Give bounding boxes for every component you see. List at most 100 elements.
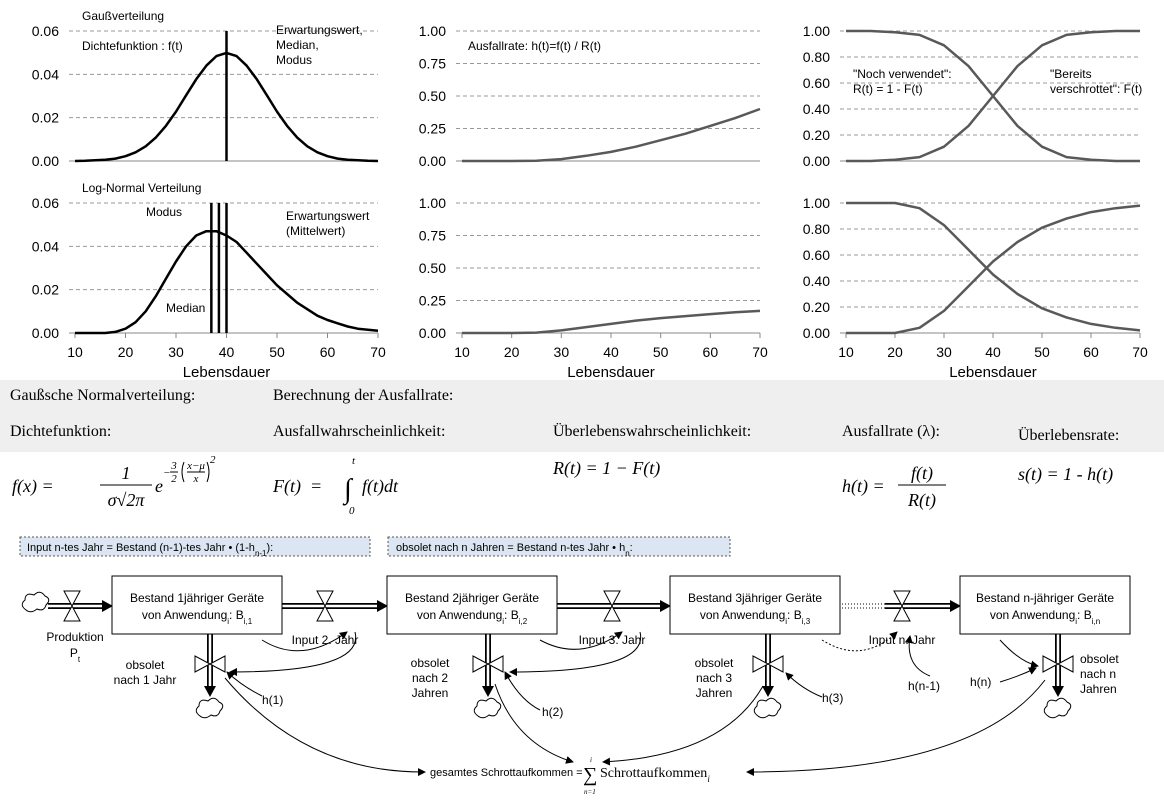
formula-text: f(t)dt [362, 476, 399, 497]
box-title: Bestand n-jähriger Geräte [976, 591, 1114, 605]
flow-label: Jahren [1080, 682, 1117, 696]
formula-label: Überlebenswahrscheinlichkeit: [553, 422, 751, 440]
formula-text: R(t) = 1 − F(t) [552, 458, 660, 479]
stock-box [669, 575, 841, 635]
chart-title: Gaußverteilung [82, 9, 164, 23]
banner [387, 536, 731, 557]
formula-text: 3 [170, 460, 177, 472]
subscript: i [502, 617, 504, 626]
y-tick-label: 0.20 [803, 127, 830, 143]
flow-label: nach n [1080, 667, 1116, 681]
pipes [48, 600, 1064, 697]
formula-label: Ausfallrate (λ): [842, 423, 940, 440]
line-series [846, 201, 1141, 332]
annotation: R(t) = 1 - F(t) [853, 82, 923, 96]
rate-label: h(3) [822, 691, 843, 705]
flow-label: obsolet [126, 658, 165, 672]
chart-title: Log-Normal Verteilung [82, 181, 201, 195]
sink-cloud [473, 697, 502, 719]
formula-text: 2 [171, 473, 177, 485]
x-tick-label: 20 [118, 344, 134, 360]
pipe-arrow [660, 600, 671, 612]
rate-label: h(2) [542, 705, 563, 719]
text-part: von Anwendung [417, 608, 502, 622]
text-part: ): [267, 542, 274, 554]
formula-text: σ√2π [108, 490, 146, 510]
stock-box [386, 575, 558, 635]
y-tick-label: 0.00 [32, 325, 59, 341]
box-text: von Anwendungi: Bi,3 [700, 608, 811, 626]
link [821, 631, 898, 652]
marker-label: Modus [276, 53, 312, 67]
x-axis-label: Lebensdauer [949, 364, 1037, 381]
x-tick-label: 70 [370, 344, 386, 360]
pipe-arrow [950, 600, 961, 612]
flow-label: nach 2 [412, 671, 448, 685]
text-part: : B [504, 608, 519, 622]
marker-label: Median [166, 301, 205, 315]
formula-text: x [193, 473, 199, 485]
x-axis-label: Lebensdauer [567, 364, 655, 381]
x-tick-label: 30 [554, 344, 570, 360]
rate-label: h(n) [970, 675, 991, 689]
y-tick-label: 0.00 [419, 325, 446, 341]
link [229, 631, 357, 676]
x-tick-label: 10 [454, 344, 470, 360]
marker-label: Median, [276, 38, 319, 52]
x-tick-label: 60 [1083, 344, 1099, 360]
link [226, 671, 263, 697]
annotation: verschrottet": F(t) [1050, 82, 1142, 96]
y-tick-label: 0.25 [419, 121, 446, 137]
y-tick-label: 0.40 [803, 101, 830, 117]
sink-cloud [1043, 697, 1072, 719]
formula-text: F(t) = [272, 476, 322, 497]
text-part: obsolet nach n Jahren = Bestand n-tes Ja… [396, 542, 625, 554]
y-tick-label: 0.06 [32, 195, 59, 211]
text-part: Schrottaufkommen [600, 766, 707, 781]
y-tick-label: 0.20 [803, 299, 830, 315]
banner-text: obsolet nach n Jahren = Bestand n-tes Ja… [396, 542, 633, 558]
subscript: i [785, 617, 787, 626]
formula-heading: Gaußsche Normalverteilung: [10, 387, 195, 404]
text-part: von Anwendung [700, 608, 785, 622]
x-tick-label: 50 [653, 344, 669, 360]
flow-label: obsolet [411, 656, 450, 670]
line-series [846, 204, 1141, 335]
flow-label: Jahren [696, 686, 733, 700]
x-tick-label: 10 [838, 344, 854, 360]
link [999, 667, 1037, 683]
formula-text: 1 [122, 463, 131, 483]
formula-text: t [352, 455, 356, 467]
x-tick-label: 70 [752, 344, 768, 360]
annotation: Ausfallrate: h(t)=f(t) / R(t) [468, 39, 601, 53]
flow-label: Input n. Jahr [869, 633, 936, 647]
y-tick-label: 0.40 [803, 273, 830, 289]
y-tick-label: 0.02 [32, 110, 59, 126]
banner-text: Input n-tes Jahr = Bestand (n-1)-tes Jah… [27, 542, 273, 558]
y-tick-label: 0.00 [32, 153, 59, 169]
link [904, 635, 931, 677]
box-title: Bestand 2jähriger Geräte [405, 591, 539, 605]
link [746, 679, 1046, 776]
x-tick-label: 20 [887, 344, 903, 360]
flow-label: obsolet [1080, 652, 1119, 666]
pipe-arrow [482, 686, 494, 697]
line-series [846, 29, 1140, 163]
subscript: i,2 [519, 617, 528, 626]
subscript: n [625, 549, 629, 558]
rate-label: h(1) [262, 693, 283, 707]
subscript: i [707, 774, 710, 784]
x-tick-label: 60 [320, 344, 336, 360]
stock-box [959, 575, 1131, 635]
flow-label: nach 1 Jahr [114, 673, 177, 687]
marker-label: Erwartungswert [286, 209, 370, 223]
y-tick-label: 0.06 [32, 23, 59, 39]
y-tick-label: 1.00 [803, 23, 830, 39]
box-text: von Anwendungi: Bi,2 [417, 608, 528, 626]
charts: 0.00 0.02 0.04 0.06 Gaußverteilung Erwartungs… [32, 9, 1148, 381]
sink-cloud [195, 697, 224, 719]
total-term: Schrottaufkommeni [600, 766, 710, 784]
formula-text: 2 [210, 454, 216, 466]
stock-box [111, 575, 283, 635]
